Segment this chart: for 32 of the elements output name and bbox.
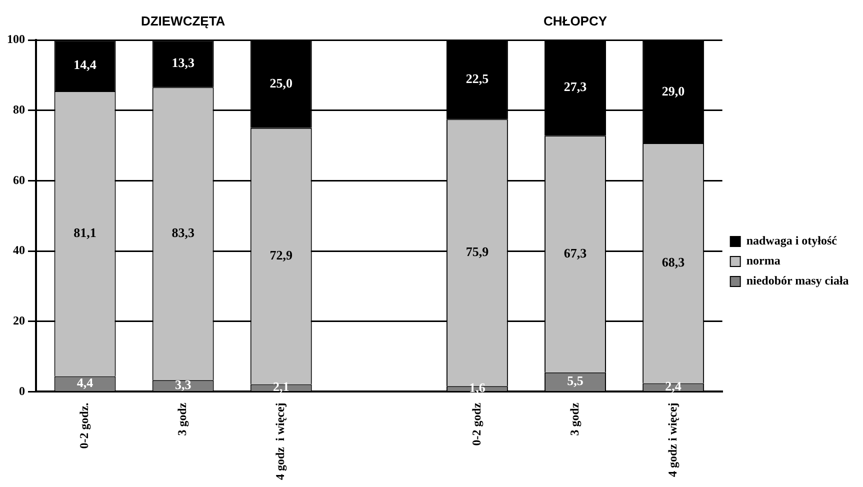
- data-label: 22,5: [466, 70, 490, 86]
- y-tick-label: 80: [13, 102, 25, 116]
- text: DZIEWCZĘTA: [140, 14, 226, 29]
- data-label: 4,4: [76, 374, 94, 390]
- y-tick-label: 20: [13, 313, 25, 328]
- data-label: 3,3: [174, 376, 192, 392]
- x-tick-label: 3 godz: [175, 402, 190, 436]
- legend-label: niedobór masy ciała: [746, 274, 849, 288]
- data-label: 5,5: [567, 373, 584, 388]
- x-tick-label: 0-2 godz: [469, 402, 484, 446]
- data-label: 14,4: [74, 57, 97, 72]
- data-label: 27,3: [564, 79, 588, 94]
- data-label: 68,3: [662, 254, 686, 270]
- y-tick-label: 100: [7, 32, 25, 46]
- data-label: 72,9: [270, 247, 293, 262]
- x-tick-label: 0-2 godz.: [77, 402, 92, 449]
- data-label: 25,0: [270, 75, 292, 90]
- data-label: 29,0: [662, 83, 685, 98]
- text: CHŁOPCY: [543, 14, 608, 29]
- y-tick-label: 40: [13, 243, 25, 258]
- x-tick-label: 4 godz i więcej: [273, 402, 288, 480]
- y-tick-label: 0: [19, 384, 25, 398]
- legend-label: norma: [746, 254, 780, 268]
- legend-label: nadwaga i otyłość: [746, 234, 838, 248]
- y-tick-label: 60: [13, 172, 25, 187]
- data-label: 67,3: [564, 245, 588, 260]
- data-label: 83,3: [172, 224, 195, 240]
- x-tick-label: 4 godz i więcej: [665, 402, 680, 478]
- x-tick-label: 3 godz: [567, 402, 582, 436]
- data-label: 13,3: [172, 55, 195, 70]
- data-label: 81,1: [74, 224, 96, 240]
- data-label: 75,9: [466, 244, 490, 259]
